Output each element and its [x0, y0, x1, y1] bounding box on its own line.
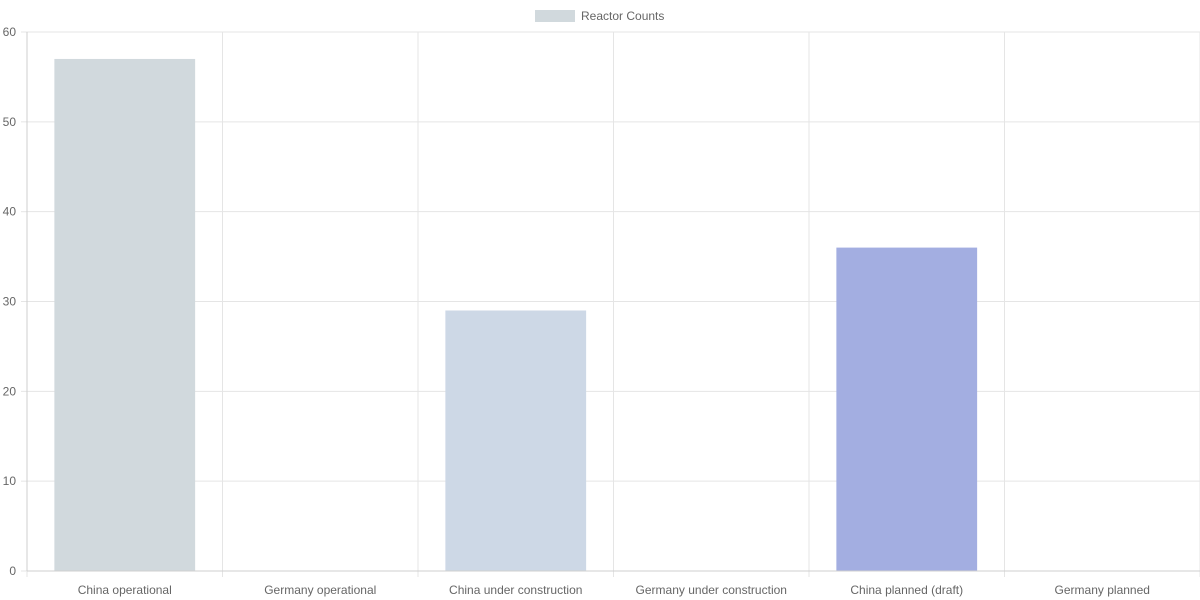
bar-china-operational[interactable]	[54, 58, 196, 571]
axes	[21, 31, 1200, 572]
x-tick-labels: China operational Germany operational Chin…	[78, 583, 1150, 597]
x-tick-label: China planned (draft)	[850, 583, 963, 597]
y-tick-label: 40	[3, 205, 17, 219]
y-tick-label: 60	[3, 25, 17, 39]
legend-swatch	[535, 10, 575, 22]
y-tick-label: 20	[3, 384, 17, 398]
legend[interactable]: Reactor Counts	[535, 9, 664, 23]
bar-china-planned-draft[interactable]	[836, 247, 978, 571]
legend-label: Reactor Counts	[581, 9, 664, 23]
grid-lines	[26, 31, 1200, 577]
x-tick-label: China operational	[78, 583, 172, 597]
x-tick-label: China under construction	[449, 583, 582, 597]
y-tick-labels: 0 10 20 30 40 50 60	[3, 25, 17, 578]
bars	[54, 58, 978, 571]
y-tick-label: 50	[3, 115, 17, 129]
y-tick-label: 0	[9, 564, 16, 578]
y-tick-label: 10	[3, 474, 17, 488]
x-tick-label: Germany planned	[1055, 583, 1150, 597]
x-tick-label: Germany under construction	[636, 583, 787, 597]
x-tick-label: Germany operational	[264, 583, 376, 597]
bar-china-under-construction[interactable]	[445, 310, 587, 571]
y-tick-label: 30	[3, 295, 17, 309]
